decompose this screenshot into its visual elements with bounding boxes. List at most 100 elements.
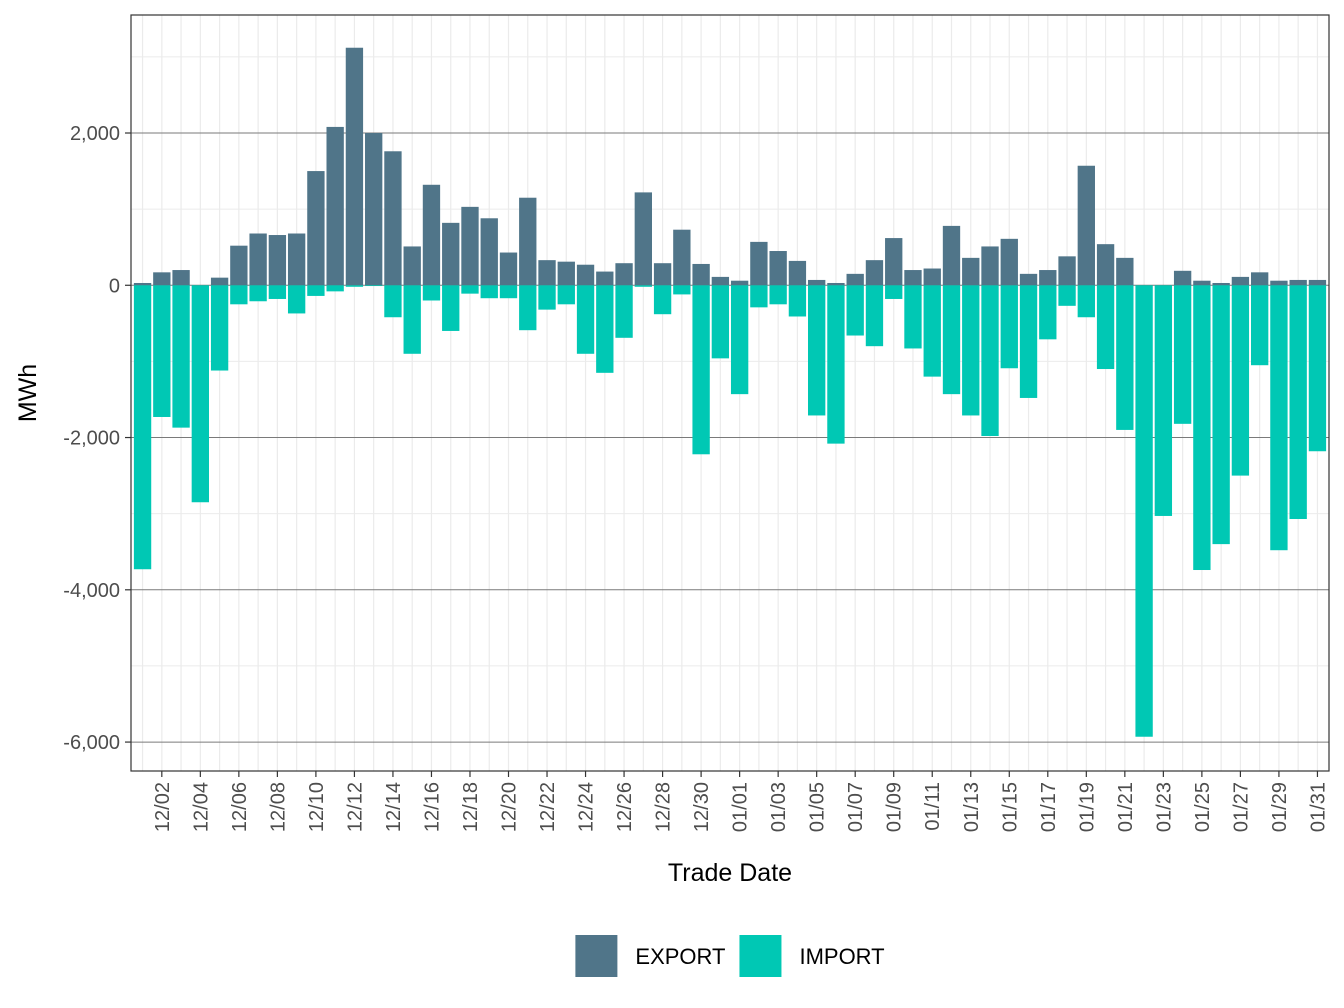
bar-export <box>904 270 922 286</box>
bar-export <box>576 264 595 286</box>
bar-export <box>365 133 383 286</box>
bar-export <box>1212 282 1230 286</box>
bar-export <box>1116 257 1134 286</box>
bar-import <box>1193 285 1211 571</box>
bar-export <box>403 246 421 286</box>
bar-export <box>1193 280 1211 286</box>
x-tick-label: 12/18 <box>460 782 482 832</box>
x-tick-label: 01/09 <box>884 782 906 832</box>
bar-import <box>634 285 652 287</box>
bar-import <box>1019 285 1038 398</box>
bar-export <box>268 235 287 286</box>
bar-export <box>249 233 267 286</box>
bar-export <box>345 47 364 286</box>
bar-import <box>557 285 575 305</box>
bar-import <box>326 285 344 292</box>
bar-import <box>904 285 922 349</box>
y-tick-label: 0 <box>109 275 120 297</box>
bar-export <box>326 126 344 286</box>
x-tick-label: 01/07 <box>845 782 867 832</box>
bar-export <box>480 218 498 286</box>
x-tick-label: 01/19 <box>1076 782 1098 832</box>
bar-export <box>730 280 749 286</box>
bar-export <box>788 260 807 286</box>
x-tick-label: 01/23 <box>1153 782 1175 832</box>
x-tick-label: 01/29 <box>1269 782 1291 832</box>
bar-export <box>287 233 306 286</box>
bar-import <box>1135 285 1153 737</box>
x-tick-label: 12/08 <box>267 782 289 832</box>
bar-export <box>1058 256 1076 286</box>
bar-export <box>1039 270 1057 286</box>
bar-import <box>827 285 845 444</box>
bar-import <box>249 285 267 302</box>
legend: EXPORT IMPORT <box>575 935 885 977</box>
bar-import <box>1116 285 1134 430</box>
bar-import <box>942 285 961 395</box>
x-tick-label: 12/14 <box>383 782 405 832</box>
bar-import <box>673 285 691 295</box>
legend-label-export: EXPORT <box>635 944 725 969</box>
bar-import <box>153 285 171 417</box>
bar-export <box>172 270 190 286</box>
x-tick-label: 01/13 <box>961 782 983 832</box>
x-tick-label: 12/10 <box>306 782 328 832</box>
bar-import <box>191 285 210 503</box>
bar-export <box>1270 280 1288 286</box>
bar-import <box>962 285 980 416</box>
bar-export <box>422 184 441 286</box>
bar-import <box>730 285 749 395</box>
bar-import <box>865 285 884 347</box>
x-tick-label: 12/26 <box>614 782 636 832</box>
bar-export <box>538 260 556 286</box>
x-tick-label: 01/17 <box>1038 782 1060 832</box>
bar-import <box>1250 285 1269 366</box>
y-tick-label: -4,000 <box>63 580 120 602</box>
bar-import <box>788 285 807 317</box>
x-tick-label: 12/28 <box>653 782 675 832</box>
bar-import <box>365 285 383 287</box>
bar-import <box>230 285 248 305</box>
bar-import <box>345 285 364 287</box>
bar-export <box>1231 276 1250 286</box>
x-tick-label: 01/11 <box>922 782 944 831</box>
x-tick-label: 12/12 <box>344 782 366 832</box>
x-tick-label: 12/30 <box>691 782 713 832</box>
bar-export <box>210 277 229 286</box>
x-tick-label: 01/15 <box>999 782 1021 832</box>
bar-export <box>230 245 248 286</box>
bar-import <box>1077 285 1095 318</box>
bar-import <box>1270 285 1288 551</box>
bar-export <box>923 268 941 286</box>
bar-export <box>885 238 903 286</box>
y-axis: -6,000 -4,000 -2,000 0 2,000 <box>63 123 131 754</box>
bar-import <box>1039 285 1057 340</box>
x-tick-label: 12/24 <box>576 782 598 832</box>
x-tick-label: 01/31 <box>1307 782 1329 832</box>
bar-import <box>750 285 768 308</box>
bar-export <box>1250 272 1269 286</box>
bar-import <box>576 285 595 354</box>
bar-import <box>846 285 864 336</box>
x-tick-label: 12/02 <box>152 782 174 832</box>
bar-import <box>885 285 903 299</box>
x-tick-label: 12/22 <box>537 782 559 832</box>
x-tick-label: 01/27 <box>1230 782 1252 832</box>
x-tick-label: 01/01 <box>730 782 752 832</box>
bar-import <box>1154 285 1173 516</box>
bar-export <box>711 276 730 286</box>
bar-export <box>808 279 826 286</box>
y-tick-label: 2,000 <box>70 123 120 145</box>
bar-import <box>307 285 325 296</box>
bar-export <box>519 197 537 286</box>
y-axis-title: MWh <box>14 364 42 422</box>
x-tick-label: 01/05 <box>807 782 829 832</box>
bar-export <box>1173 270 1192 286</box>
x-tick-label: 01/03 <box>768 782 790 832</box>
x-tick-label: 12/04 <box>190 782 212 832</box>
bar-export <box>615 263 633 286</box>
bar-export <box>1308 279 1327 286</box>
bar-import <box>711 285 730 359</box>
bar-export <box>981 246 999 286</box>
bar-export <box>596 271 614 286</box>
